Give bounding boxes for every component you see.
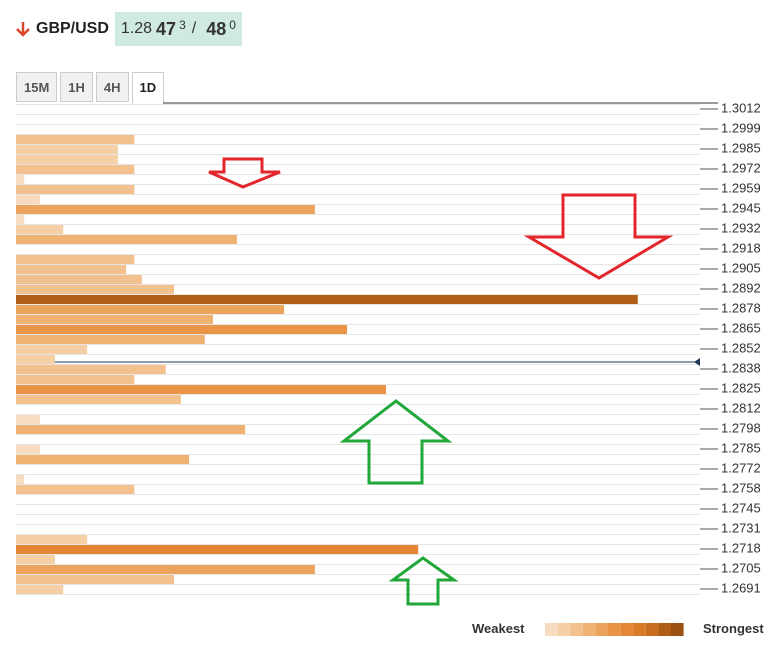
bar [16,195,40,204]
bar [16,185,135,194]
y-tick-label: 1.2745 [721,500,761,515]
bar [16,445,40,454]
y-tick-label: 1.2838 [721,360,761,375]
bar [16,585,64,594]
down-arrow-icon [16,22,30,37]
legend-swatch [645,623,659,636]
red-arrow-annotation [523,193,674,280]
bar [16,535,88,544]
bar [16,475,25,484]
y-tick-label: 1.2972 [721,160,761,175]
y-tick-label: 1.2825 [721,380,761,395]
bar [16,455,190,464]
y-tick-label: 1.2959 [721,180,761,195]
y-tick-label: 1.2798 [721,420,761,435]
green-arrow-annotation [388,556,459,606]
legend-swatch [658,623,671,636]
legend-swatch [557,623,571,636]
price-big: 1.28 [120,20,153,37]
bar [16,575,175,584]
y-tick-label: 1.2865 [721,320,761,335]
separator: / [191,20,197,37]
y-tick-label: 1.2932 [721,220,761,235]
pair-name: GBP/USD [36,20,109,37]
bar [16,355,55,364]
bar [16,175,25,184]
bar [16,485,135,494]
y-tick-label: 1.2758 [721,480,761,495]
y-tick-label: 1.2852 [721,340,761,355]
tab[interactable]: 1H [60,72,93,102]
bar [16,235,237,244]
bar [16,395,181,404]
bar [16,345,88,354]
bar [16,155,118,164]
bar [16,275,142,284]
y-tick-label: 1.2905 [721,260,761,275]
y-tick-label: 1.2999 [721,120,761,135]
tab[interactable]: 15M [16,72,58,102]
legend-swatch [570,623,583,636]
bar [16,285,175,294]
bar [16,305,285,314]
bar [16,165,135,174]
bar [16,385,387,394]
header: GBP/USD 1.28 47 3 / 48 0 [14,12,242,46]
bar [16,415,40,424]
legend-high: Strongest [703,621,764,636]
bar [16,215,25,224]
y-tick-label: 1.2918 [721,240,761,255]
bar [16,315,213,324]
bar [16,555,55,564]
y-tick-label: 1.2945 [721,200,761,215]
y-tick-label: 1.3012 [721,100,761,115]
y-tick-label: 1.2892 [721,280,761,295]
y-tick-label: 1.2705 [721,560,761,575]
legend-swatch [633,623,646,636]
bar [16,295,638,304]
bar [16,255,135,264]
ask-frac: 0 [229,18,236,32]
bar [16,565,315,574]
ask-pips: 48 [206,18,227,39]
green-arrow-annotation [339,399,453,485]
bar [16,425,246,434]
y-tick-label: 1.2731 [721,520,761,535]
y-tick-label: 1.2718 [721,540,761,555]
y-tick-label: 1.2812 [721,400,761,415]
bar [16,365,166,374]
y-tick-label: 1.2878 [721,300,761,315]
bar [16,265,127,274]
price-box: 1.28 47 3 / 48 0 [114,12,242,46]
price-frac: 3 [179,18,186,32]
legend-low: Weakest [472,621,525,636]
red-arrow-annotation [208,157,281,189]
bar [16,135,135,144]
legend-swatch [582,623,596,636]
y-tick-label: 1.2785 [721,440,761,455]
y-tick-label: 1.2772 [721,460,761,475]
y-tick-label: 1.2985 [721,140,761,155]
bar [16,225,64,234]
bar [16,145,118,154]
legend-swatch [608,623,621,636]
legend-swatch [620,623,634,636]
bar [16,205,315,214]
bar [16,325,348,334]
current-price-marker [694,358,700,366]
bar [16,335,205,344]
bar [16,375,135,384]
legend-swatch [545,623,558,636]
tab-active[interactable]: 1D [131,72,165,104]
bar [16,545,419,554]
y-tick-label: 1.2691 [721,580,761,595]
legend-swatch [671,623,684,636]
price-pips: 47 [156,18,177,39]
tab[interactable]: 4H [95,72,129,102]
legend-swatch [595,623,608,636]
timeframe-tabs: 15M 1H 4H 1D [16,72,167,104]
